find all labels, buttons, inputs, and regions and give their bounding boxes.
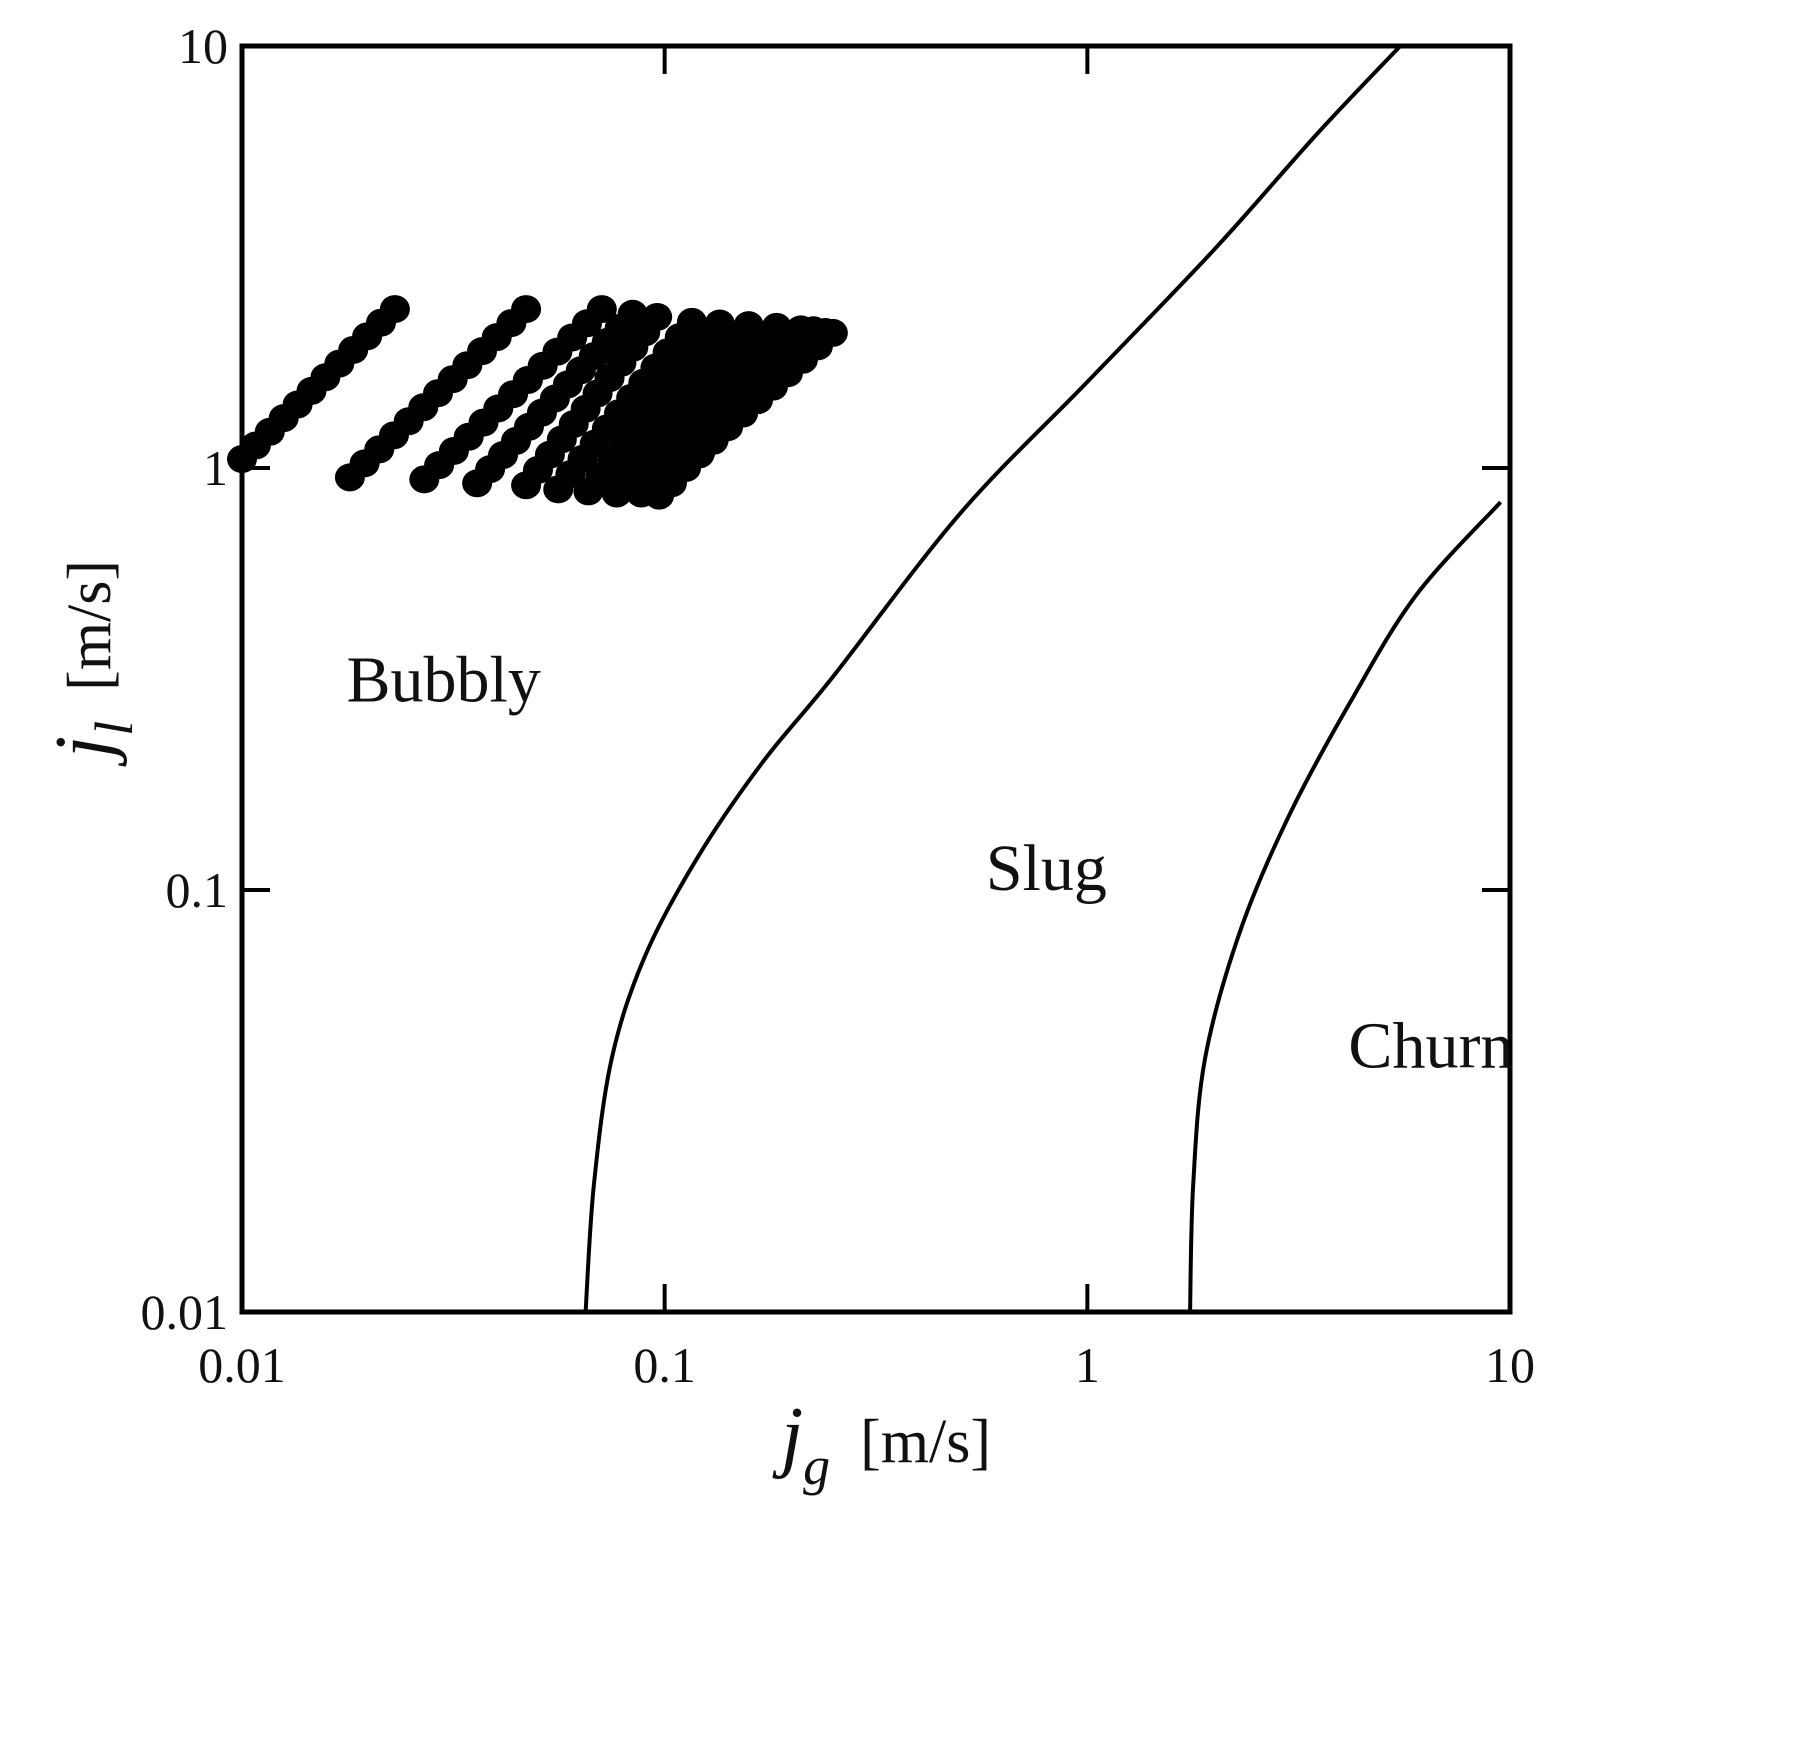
data-point <box>511 295 542 324</box>
data-point <box>586 295 617 324</box>
data-point <box>642 302 673 331</box>
region-labels: Bubbly Slug Churn <box>346 643 1513 1082</box>
data-point <box>379 295 410 324</box>
boundary-bubbly-slug <box>583 44 1402 1313</box>
data-point <box>817 318 848 347</box>
y-tick-label: 1 <box>203 440 228 496</box>
x-tick-label: 10 <box>1485 1337 1535 1393</box>
x-tick-label: 0.1 <box>633 1337 696 1393</box>
region-label-slug: Slug <box>986 832 1107 905</box>
y-tick-label: 0.1 <box>166 862 229 918</box>
x-axis-label: jg [m/s] <box>772 1392 991 1496</box>
plot-frame <box>239 43 1513 1315</box>
x-tick-label: 1 <box>1075 1337 1100 1393</box>
x-axis-subscript: g <box>803 1436 830 1496</box>
y-tick-label: 0.01 <box>141 1284 229 1340</box>
region-label-bubbly: Bubbly <box>346 643 540 716</box>
axis-ticks <box>242 46 1510 1312</box>
regime-boundaries <box>583 44 1503 1313</box>
x-axis-unit: [m/s] <box>860 1408 991 1476</box>
data-points <box>227 295 848 510</box>
y-axis-subscript: l <box>84 721 144 736</box>
x-tick-label: 0.01 <box>198 1337 286 1393</box>
region-label-churn: Churn <box>1348 1009 1513 1082</box>
tick-labels: 0.01 0.1 1 10 0.01 0.1 1 10 <box>141 18 1536 1393</box>
y-tick-label: 10 <box>178 18 228 74</box>
boundary-slug-churn <box>1188 500 1503 1313</box>
y-axis-unit: [m/s] <box>56 560 124 691</box>
